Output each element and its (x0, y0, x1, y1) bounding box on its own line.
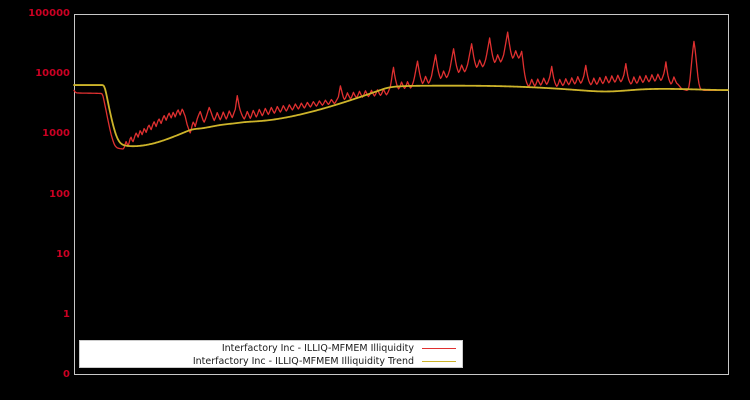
plot-area (74, 14, 728, 375)
legend-entry-illiquidity-trend: Interfactory Inc - ILLIQ-MFMEM Illiquidi… (80, 355, 462, 368)
legend-label-illiquidity-trend: Interfactory Inc - ILLIQ-MFMEM Illiquidi… (192, 355, 414, 367)
y-tick-label: 0 (63, 369, 70, 380)
legend-swatch-illiquidity-trend (422, 361, 456, 362)
y-tick-label: 10 (56, 248, 70, 260)
plot-frame-right (728, 14, 729, 375)
y-tick-label: 100 (49, 188, 70, 200)
legend-label-illiquidity: Interfactory Inc - ILLIQ-MFMEM Illiquidi… (221, 342, 414, 354)
y-tick-label: 10000 (35, 68, 70, 80)
legend-swatch-illiquidity (422, 348, 456, 349)
plot-frame-top (74, 14, 728, 15)
chart-legend: Interfactory Inc - ILLIQ-MFMEM Illiquidi… (79, 340, 463, 368)
y-axis-tick-labels: 100000 10000 1000 100 10 1 0 (0, 0, 70, 400)
y-tick-label: 1 (63, 309, 70, 320)
legend-entry-illiquidity: Interfactory Inc - ILLIQ-MFMEM Illiquidi… (80, 342, 462, 355)
y-tick-label: 1000 (42, 128, 70, 140)
y-tick-label: 100000 (28, 8, 70, 19)
